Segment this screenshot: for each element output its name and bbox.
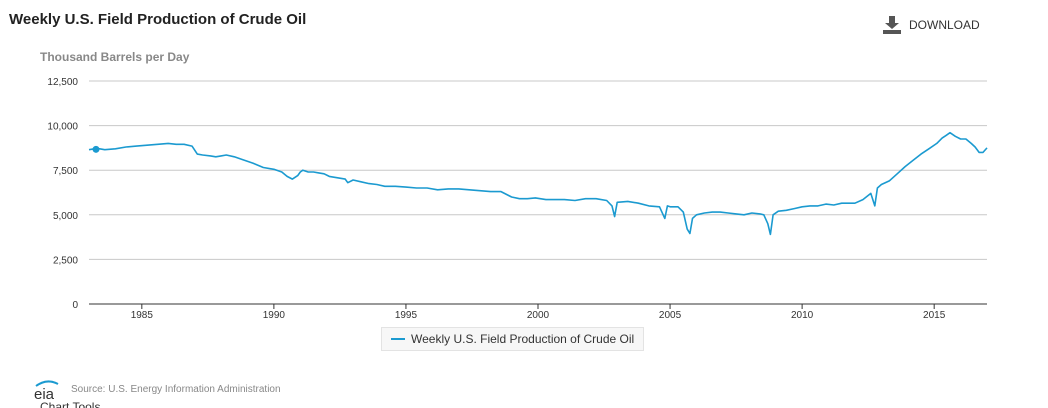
x-tick-label: 1995 <box>395 310 418 321</box>
chart-tools-link[interactable]: Chart Tools <box>40 400 101 408</box>
x-tick-label: 2005 <box>659 310 682 321</box>
download-label: DOWNLOAD <box>909 18 980 32</box>
series-line <box>88 131 988 236</box>
y-tick-labels: 0 2,500 5,000 7,500 10,000 12,500 <box>47 77 78 311</box>
download-button[interactable]: DOWNLOAD <box>882 15 980 35</box>
series-start-marker <box>92 145 100 153</box>
y-tick-label: 0 <box>72 300 78 311</box>
eia-logo-text: eia <box>34 386 55 401</box>
legend-swatch <box>391 338 405 340</box>
y-tick-label: 2,500 <box>53 255 78 266</box>
chart-title: Weekly U.S. Field Production of Crude Oi… <box>9 11 307 28</box>
x-tick-label: 1985 <box>131 310 154 321</box>
legend-item[interactable]: Weekly U.S. Field Production of Crude Oi… <box>381 327 644 351</box>
y-axis-label: Thousand Barrels per Day <box>40 50 190 64</box>
grid-lines <box>89 80 987 305</box>
y-tick-label: 5,000 <box>53 211 78 222</box>
y-tick-label: 12,500 <box>47 77 78 88</box>
x-tick-label: 1990 <box>263 310 286 321</box>
source-text: Source: U.S. Energy Information Administ… <box>71 383 281 395</box>
x-tick-label: 2010 <box>791 310 814 321</box>
x-tick-label: 2000 <box>527 310 550 321</box>
x-tick-label: 2015 <box>923 310 946 321</box>
source-line: eia Source: U.S. Energy Information Admi… <box>33 377 281 401</box>
download-icon <box>883 16 901 34</box>
eia-logo: eia <box>34 380 59 401</box>
y-tick-label: 10,000 <box>47 122 78 133</box>
y-tick-label: 7,500 <box>53 166 78 177</box>
legend-label: Weekly U.S. Field Production of Crude Oi… <box>411 332 635 346</box>
series-layer <box>88 131 988 236</box>
x-axis: 1985 1990 1995 2000 2005 2010 2015 <box>89 303 987 321</box>
